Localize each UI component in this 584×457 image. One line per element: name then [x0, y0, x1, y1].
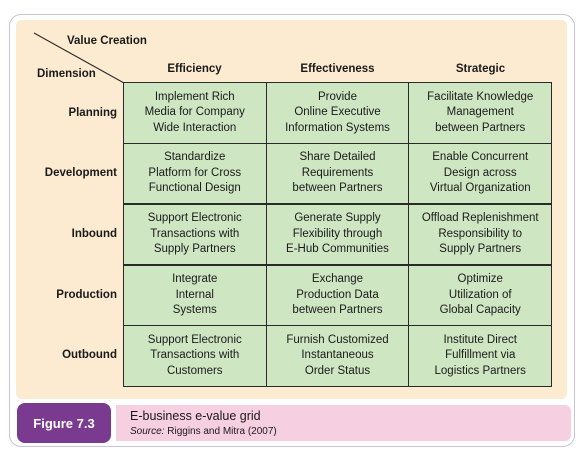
- row-header-outbound: Outbound: [62, 349, 117, 361]
- grid-cell: Standardize Platform for Cross Functiona…: [124, 143, 266, 204]
- grid-cell: Institute Direct Fulfillment via Logisti…: [409, 326, 551, 386]
- grid-cell: Support Electronic Transactions with Cus…: [124, 326, 266, 386]
- grid-cell: Exchange Production Data between Partner…: [266, 265, 409, 326]
- caption-title: E-business e-value grid: [130, 409, 261, 423]
- row-header-production: Production: [56, 289, 117, 301]
- corner-label-value-creation: Value Creation: [67, 35, 147, 47]
- figure-label: Figure 7.3: [17, 403, 111, 443]
- row-header-development: Development: [44, 167, 117, 179]
- caption-source-label: Source:: [130, 426, 165, 437]
- caption-source: Source: Riggins and Mitra (2007): [130, 426, 277, 437]
- grid-cell: Generate Supply Flexibility through E-Hu…: [266, 204, 409, 265]
- grid-cell: Share Detailed Requirements between Part…: [266, 143, 409, 204]
- grid-cell: Implement Rich Media for Company Wide In…: [124, 83, 266, 143]
- row-header-inbound: Inbound: [71, 228, 117, 240]
- grid-cell: Furnish Customized Instantaneous Order S…: [266, 326, 409, 386]
- grid-cell: Offload Replenishment Responsibility to …: [409, 204, 551, 265]
- grid-cell: Enable Concurrent Design across Virtual …: [409, 143, 551, 204]
- grid-cell: Facilitate Knowledge Management between …: [409, 83, 551, 143]
- grid-cell: Provide Online Executive Information Sys…: [266, 83, 409, 143]
- column-header-efficiency: Efficiency: [167, 63, 222, 75]
- value-grid: Implement Rich Media for Company Wide In…: [123, 82, 552, 387]
- grid-cell: Optimize Utilization of Global Capacity: [409, 265, 551, 326]
- row-header-planning: Planning: [68, 107, 117, 119]
- grid-cell: Integrate Internal Systems: [124, 265, 266, 326]
- column-header-strategic: Strategic: [455, 63, 506, 75]
- corner-label-dimension: Dimension: [37, 68, 96, 80]
- grid-cell: Support Electronic Transactions with Sup…: [124, 204, 266, 265]
- caption-source-text: Riggins and Mitra (2007): [164, 426, 277, 437]
- column-header-effectiveness: Effectiveness: [300, 63, 375, 75]
- caption-bar: [116, 405, 571, 441]
